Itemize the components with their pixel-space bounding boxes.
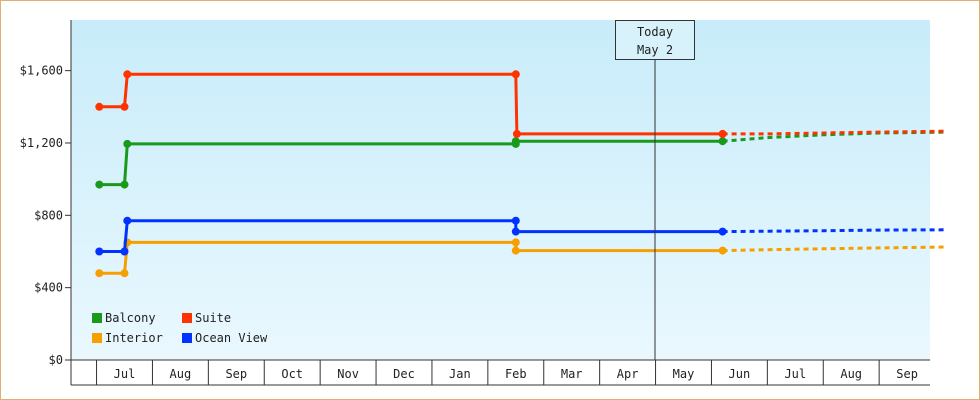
data-point [511,216,520,225]
series-line [99,219,723,253]
x-tick-label: Nov [337,367,359,381]
series-line [99,240,723,275]
data-point [511,238,520,247]
x-tick-label: Jul [784,367,806,381]
series-forecast-line [722,129,947,136]
data-point [120,269,129,278]
data-point [512,129,521,138]
legend-item-ocean-view[interactable]: Ocean View [182,331,267,345]
data-point [511,227,520,236]
data-point [718,129,727,138]
series-balcony [95,130,947,189]
x-tick-label: Aug [840,367,862,381]
legend-swatch [182,313,192,323]
data-point [511,246,520,255]
x-tick-label: Jun [729,367,751,381]
series-forecast-line [722,130,947,143]
data-point [120,247,129,256]
data-point [123,70,132,79]
y-tick-label: $1,200 [20,136,63,150]
data-point [95,247,104,256]
legend-label: Suite [195,311,232,325]
x-tick-label: Sep [896,367,918,381]
x-tick-label: Sep [225,367,247,381]
legend-swatch [92,313,102,323]
series-layer [95,70,947,278]
data-point [123,216,132,225]
today-date: May 2 [636,43,674,57]
data-point [95,180,104,189]
series-forecast-line [722,228,947,234]
x-tick-label: Aug [170,367,192,381]
legend-item-balcony[interactable]: Balcony [92,311,156,325]
series-line [99,72,723,136]
legend-label: Interior [105,331,163,345]
legend-swatch [92,333,102,343]
x-tick-label: Feb [505,367,527,381]
data-point [120,180,129,189]
data-point [123,139,132,148]
data-point [718,246,727,255]
y-tick-label: $1,600 [20,64,63,78]
x-tick-label: Dec [393,367,415,381]
data-point [120,102,129,111]
series-suite [95,70,947,138]
series-forecast-line [722,245,947,253]
series-interior [95,238,947,278]
data-point [95,102,104,111]
today-label: Today [636,25,674,39]
legend-item-suite[interactable]: Suite [182,311,231,325]
plot-area [71,20,930,360]
series-ocean-view [95,216,947,256]
x-tick-label: May [673,367,695,381]
y-tick-label: $0 [49,353,63,367]
data-point [718,137,727,146]
x-tick-label: Mar [561,367,583,381]
data-point [95,269,104,278]
series-line [99,139,723,187]
x-tick-label: Jul [114,367,136,381]
legend-label: Ocean View [195,331,268,345]
x-tick-label: Oct [281,367,303,381]
x-tick-label: Apr [617,367,639,381]
y-tick-label: $400 [34,281,63,295]
today-marker: Today May 2 [615,20,695,60]
legend-label: Balcony [105,311,156,325]
legend-swatch [182,333,192,343]
data-point [511,70,520,79]
y-tick-label: $800 [34,208,63,222]
y-axis: $0 $400 $800 $1,200 $1,600 [20,20,72,385]
data-point [718,227,727,236]
x-tick-label: Jan [449,367,471,381]
x-axis: Jul Aug Sep Oct Nov Dec Jan Feb Mar Apr May Jun Jul A… [71,359,930,386]
legend-item-interior[interactable]: Interior [92,331,163,345]
data-point [511,137,520,146]
